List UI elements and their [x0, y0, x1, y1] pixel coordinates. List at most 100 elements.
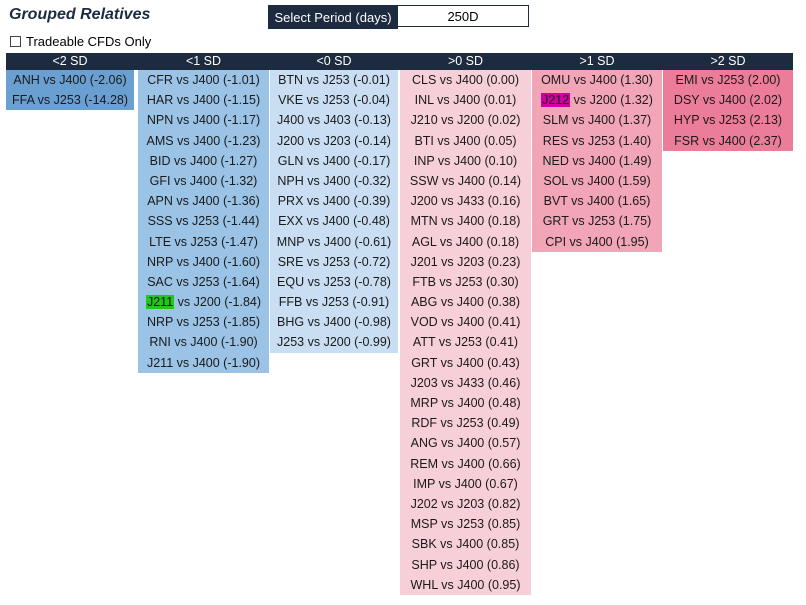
relative-label: MNP vs J400 (-0.61)	[276, 234, 392, 249]
relative-cell[interactable]: BID vs J400 (-1.27)	[138, 150, 269, 171]
relative-cell[interactable]: OMU vs J400 (1.30)	[532, 70, 662, 91]
relative-cell[interactable]: FTB vs J253 (0.30)	[400, 271, 531, 293]
relative-cell[interactable]: ANG vs J400 (0.57)	[400, 433, 531, 454]
relative-label: ABG vs J400 (0.38)	[410, 295, 521, 310]
column-header: >1 SD	[579, 54, 615, 68]
relative-cell[interactable]: EXX vs J400 (-0.48)	[270, 211, 398, 232]
relative-label: DSY vs J400 (2.02)	[673, 93, 783, 108]
relative-cell[interactable]: ABG vs J400 (0.38)	[400, 292, 531, 313]
relative-cell[interactable]: GRT vs J253 (1.75)	[532, 211, 662, 232]
relative-label: NPN vs J400 (-1.17)	[146, 113, 261, 128]
relative-cell[interactable]: MRP vs J400 (0.48)	[400, 393, 531, 414]
relative-cell[interactable]: MSP vs J253 (0.85)	[400, 514, 531, 535]
relative-cell[interactable]: J202 vs J203 (0.82)	[400, 493, 531, 515]
relative-cell[interactable]: J201 vs J203 (0.23)	[400, 251, 531, 272]
relative-cell[interactable]: J200 vs J203 (-0.14)	[270, 130, 398, 151]
relative-cell[interactable]: RES vs J253 (1.40)	[532, 130, 662, 151]
relative-cell[interactable]: SLM vs J400 (1.37)	[532, 110, 662, 131]
relative-cell[interactable]: NRP vs J253 (-1.85)	[138, 312, 269, 333]
relative-label: J253 vs J200 (-0.99)	[277, 335, 391, 350]
relative-cell[interactable]: CFR vs J400 (-1.01)	[138, 70, 269, 91]
relative-cell[interactable]: GLN vs J400 (-0.17)	[270, 150, 398, 171]
relative-cell[interactable]: AMS vs J400 (-1.23)	[138, 130, 269, 151]
relative-label: ATT vs J253 (0.41)	[412, 335, 519, 350]
relative-label: SHP vs J400 (0.86)	[411, 557, 520, 572]
checkbox-icon[interactable]	[10, 36, 21, 47]
relative-cell[interactable]: ATT vs J253 (0.41)	[400, 332, 531, 353]
column-header: <0 SD	[316, 54, 352, 68]
relative-cell[interactable]: LTE vs J253 (-1.47)	[138, 231, 269, 252]
relative-cell[interactable]: SOL vs J400 (1.59)	[532, 170, 662, 192]
relative-label: ANH vs J400 (-2.06)	[13, 73, 127, 87]
relative-cell[interactable]: REM vs J400 (0.66)	[400, 453, 531, 474]
relative-label: J203 vs J433 (0.46)	[410, 375, 521, 390]
relative-cell[interactable]: BVT vs J400 (1.65)	[532, 191, 662, 212]
relative-cell[interactable]: EMI vs J253 (2.00)	[663, 70, 793, 91]
relative-cell[interactable]: NPH vs J400 (-0.32)	[270, 170, 398, 192]
relative-label: BHG vs J400 (-0.98)	[277, 315, 391, 330]
relative-cell[interactable]: INP vs J400 (0.10)	[400, 150, 531, 171]
relative-cell[interactable]: HAR vs J400 (-1.15)	[138, 90, 269, 111]
relative-cell[interactable]: VOD vs J400 (0.41)	[400, 312, 531, 333]
relative-cell[interactable]: PRX vs J400 (-0.39)	[270, 191, 398, 212]
relative-cell[interactable]: BHG vs J400 (-0.98)	[270, 312, 398, 333]
relative-cell[interactable]: J212 vs J200 (1.32)	[532, 90, 662, 111]
relative-label: J400 vs J403 (-0.13)	[277, 113, 391, 128]
relative-cell[interactable]: INL vs J400 (0.01)	[400, 90, 531, 111]
relative-cell[interactable]: CLS vs J400 (0.00)	[400, 70, 531, 91]
relative-label: EMI vs J253 (2.00)	[675, 73, 781, 87]
relative-cell[interactable]: J253 vs J200 (-0.99)	[270, 332, 398, 353]
relative-label: BID vs J400 (-1.27)	[149, 153, 258, 168]
tradeable-cfds-label: Tradeable CFDs Only	[26, 34, 152, 49]
relative-cell[interactable]: VKE vs J253 (-0.04)	[270, 90, 398, 111]
relative-cell[interactable]: BTN vs J253 (-0.01)	[270, 70, 398, 91]
relative-cell[interactable]: NPN vs J400 (-1.17)	[138, 110, 269, 131]
relative-cell[interactable]: GRT vs J400 (0.43)	[400, 352, 531, 373]
relative-cell[interactable]: MTN vs J400 (0.18)	[400, 211, 531, 232]
relative-cell[interactable]: EQU vs J253 (-0.78)	[270, 271, 398, 293]
relative-cell[interactable]: WHL vs J400 (0.95)	[400, 574, 531, 595]
relative-cell[interactable]: FFA vs J253 (-14.28)	[6, 90, 134, 111]
relative-cell[interactable]: SBK vs J400 (0.85)	[400, 534, 531, 555]
relative-cell[interactable]: J400 vs J403 (-0.13)	[270, 110, 398, 131]
column-gt1sd: >1 SD OMU vs J400 (1.30) J212 vs J200 (1.…	[532, 53, 662, 252]
relative-cell[interactable]: IMP vs J400 (0.67)	[400, 473, 531, 494]
relative-cell[interactable]: FSR vs J400 (2.37)	[663, 130, 793, 151]
relative-label: NRP vs J253 (-1.85)	[146, 315, 260, 330]
tradeable-cfds-toggle[interactable]: Tradeable CFDs Only	[10, 34, 151, 49]
relative-cell[interactable]: APN vs J400 (-1.36)	[138, 191, 269, 212]
relative-label: RNI vs J400 (-1.90)	[149, 335, 258, 350]
column-header: >0 SD	[447, 54, 484, 68]
relative-cell[interactable]: SSS vs J253 (-1.44)	[138, 211, 269, 232]
relative-cell[interactable]: BTI vs J400 (0.05)	[400, 130, 531, 151]
relative-cell[interactable]: J210 vs J200 (0.02)	[400, 110, 531, 131]
relative-cell[interactable]: HYP vs J253 (2.13)	[663, 110, 793, 131]
relative-cell[interactable]: J211 vs J200 (-1.84)	[138, 292, 269, 313]
relative-cell[interactable]: J200 vs J433 (0.16)	[400, 191, 531, 212]
relative-cell[interactable]: ANH vs J400 (-2.06)	[6, 70, 134, 91]
relative-cell[interactable]: CPI vs J400 (1.95)	[532, 231, 662, 252]
relative-cell[interactable]: NRP vs J400 (-1.60)	[138, 251, 269, 272]
relative-cell[interactable]: SSW vs J400 (0.14)	[400, 170, 531, 192]
relative-cell[interactable]: DSY vs J400 (2.02)	[663, 90, 793, 111]
relative-label: J200 vs J433 (0.16)	[410, 194, 521, 209]
relative-cell[interactable]: RDF vs J253 (0.49)	[400, 413, 531, 434]
relative-cell[interactable]: SRE vs J253 (-0.72)	[270, 251, 398, 272]
relative-cell[interactable]: AGL vs J400 (0.18)	[400, 231, 531, 252]
relative-cell[interactable]: FFB vs J253 (-0.91)	[270, 292, 398, 313]
relative-cell[interactable]: NED vs J400 (1.49)	[532, 150, 662, 171]
relative-cell[interactable]: MNP vs J400 (-0.61)	[270, 231, 398, 252]
relative-cell[interactable]: SHP vs J400 (0.86)	[400, 554, 531, 575]
relative-label: vs J200 (1.32)	[570, 93, 653, 108]
relative-cell[interactable]: SAC vs J253 (-1.64)	[138, 271, 269, 293]
relative-label: SOL vs J400 (1.59)	[543, 173, 651, 188]
relative-cell[interactable]: GFI vs J400 (-1.32)	[138, 170, 269, 192]
relative-label: RES vs J253 (1.40)	[542, 133, 652, 148]
relative-label: FFA vs J253 (-14.28)	[11, 93, 129, 108]
relative-cell[interactable]: J211 vs J400 (-1.90)	[138, 352, 269, 373]
relative-cell[interactable]: J203 vs J433 (0.46)	[400, 372, 531, 393]
relative-label: AGL vs J400 (0.18)	[411, 234, 520, 249]
relative-label: J210 vs J200 (0.02)	[410, 113, 521, 128]
period-select[interactable]: 250D	[397, 5, 529, 27]
relative-cell[interactable]: RNI vs J400 (-1.90)	[138, 332, 269, 353]
